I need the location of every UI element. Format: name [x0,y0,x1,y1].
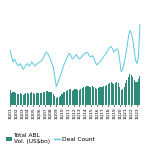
Bar [15,93,16,105]
Bar [59,97,60,105]
Bar [89,87,90,105]
Bar [136,82,138,105]
Bar [95,88,96,105]
Bar [111,82,112,105]
Bar [93,87,94,105]
Bar [72,91,73,105]
Bar [17,94,18,105]
Bar [41,93,42,105]
Bar [63,92,64,105]
Bar [134,80,135,105]
Bar [53,94,54,105]
Bar [27,93,28,105]
Bar [87,86,88,105]
Bar [113,84,114,105]
Bar [131,75,132,105]
Bar [123,87,125,105]
Bar [67,90,68,105]
Bar [37,93,38,105]
Bar [64,92,65,105]
Bar [76,89,77,105]
Bar [129,74,130,105]
Bar [31,92,32,105]
Bar [118,83,119,105]
Bar [99,87,100,105]
Bar [22,95,24,105]
Bar [10,90,11,105]
Bar [79,90,80,105]
Bar [135,82,136,105]
Bar [105,86,106,105]
Bar [40,93,41,105]
Bar [20,93,21,105]
Bar [47,91,48,105]
Bar [138,79,139,105]
Bar [57,98,58,105]
Bar [77,90,78,105]
Bar [70,89,71,105]
Bar [21,94,22,105]
Bar [18,94,19,105]
Bar [54,96,55,105]
Bar [34,94,35,105]
Bar [44,92,45,105]
Bar [119,87,120,105]
Bar [112,83,113,105]
Bar [98,88,99,105]
Bar [80,89,81,105]
Bar [103,86,104,105]
Bar [121,90,122,105]
Bar [28,94,29,105]
Bar [116,82,117,105]
Bar [92,86,93,105]
Bar [38,93,39,105]
Bar [128,76,129,105]
Bar [109,83,110,105]
Bar [74,89,76,105]
Bar [43,92,44,105]
Bar [82,88,83,105]
Bar [139,76,140,105]
Bar [30,93,31,105]
Bar [90,87,91,105]
Bar [50,92,51,105]
Bar [24,94,25,105]
Bar [102,87,103,105]
Bar [48,92,50,105]
Bar [25,93,27,105]
Legend: Total ABL
Vol. (US$bn), Deal Count: Total ABL Vol. (US$bn), Deal Count [6,134,95,144]
Bar [108,84,109,105]
Bar [126,80,127,105]
Bar [51,92,52,105]
Bar [96,89,97,105]
Bar [14,92,15,105]
Bar [100,87,102,105]
Bar [83,87,84,105]
Bar [73,90,74,105]
Bar [69,89,70,105]
Bar [125,83,126,105]
Bar [122,89,123,105]
Bar [33,93,34,105]
Bar [106,85,107,105]
Bar [66,91,67,105]
Bar [60,96,61,105]
Bar [56,98,57,105]
Bar [132,76,133,105]
Bar [11,93,12,105]
Bar [46,91,47,105]
Bar [86,86,87,105]
Bar [61,94,63,105]
Bar [36,93,37,105]
Bar [85,87,86,105]
Bar [115,83,116,105]
Bar [12,92,14,105]
